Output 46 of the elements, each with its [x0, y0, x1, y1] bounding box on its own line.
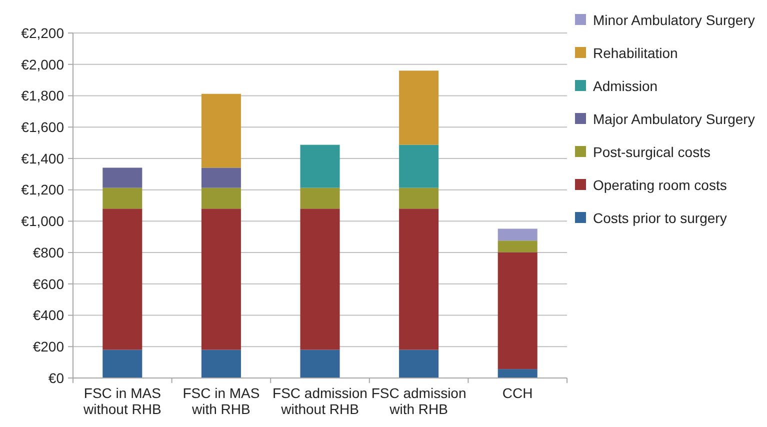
x-tick-label: FSC admission without RHB [272, 385, 368, 417]
bar [300, 208, 340, 350]
bar [201, 168, 241, 188]
legend-label: Costs prior to surgery [593, 210, 727, 226]
bar [399, 188, 439, 209]
y-tick-label: €1,800 [21, 88, 64, 104]
x-tick-label: FSC admission with RHB [371, 385, 466, 417]
bar [399, 350, 439, 378]
legend-label: Operating room costs [593, 176, 727, 193]
bar [498, 228, 538, 241]
legend-label: Major Ambulatory Surgery [593, 110, 755, 127]
bar [399, 144, 439, 188]
y-tick-label: €2,200 [21, 24, 64, 41]
y-tick-label: €2,000 [21, 56, 64, 72]
y-tick-label: €400 [32, 307, 64, 324]
bar [498, 240, 538, 252]
bar [399, 208, 439, 350]
legend-label: Post-surgical costs [593, 144, 710, 160]
y-tick-label: €1,400 [21, 150, 64, 166]
x-tick-label: CCH [502, 385, 533, 401]
y-tick-label: €200 [32, 338, 64, 355]
bar [300, 144, 340, 188]
y-tick-label: €1,600 [21, 118, 64, 135]
bar [300, 188, 340, 209]
bar [300, 350, 340, 378]
x-tick-label: FSC in MAS without RHB [82, 385, 162, 417]
bar [201, 350, 241, 378]
bar [102, 188, 142, 209]
bar [102, 350, 142, 378]
bar [201, 188, 241, 209]
bar [102, 168, 142, 188]
legend-label: Admission [593, 78, 658, 94]
bar [498, 252, 538, 370]
y-tick-label: €600 [32, 276, 64, 292]
bar [201, 94, 241, 168]
y-tick-label: €1,200 [21, 182, 64, 198]
x-tick-label: FSC in MAS with RHB [182, 385, 260, 417]
y-tick-label: €800 [32, 244, 64, 260]
legend-label: Rehabilitation [593, 44, 678, 61]
bar [399, 70, 439, 145]
y-tick-label: €1,000 [21, 213, 64, 230]
bar [498, 369, 538, 378]
y-tick-label: €0 [48, 370, 64, 386]
legend-label: Minor Ambulatory Surgery [593, 12, 755, 28]
bar [201, 208, 241, 350]
bar [102, 208, 142, 350]
